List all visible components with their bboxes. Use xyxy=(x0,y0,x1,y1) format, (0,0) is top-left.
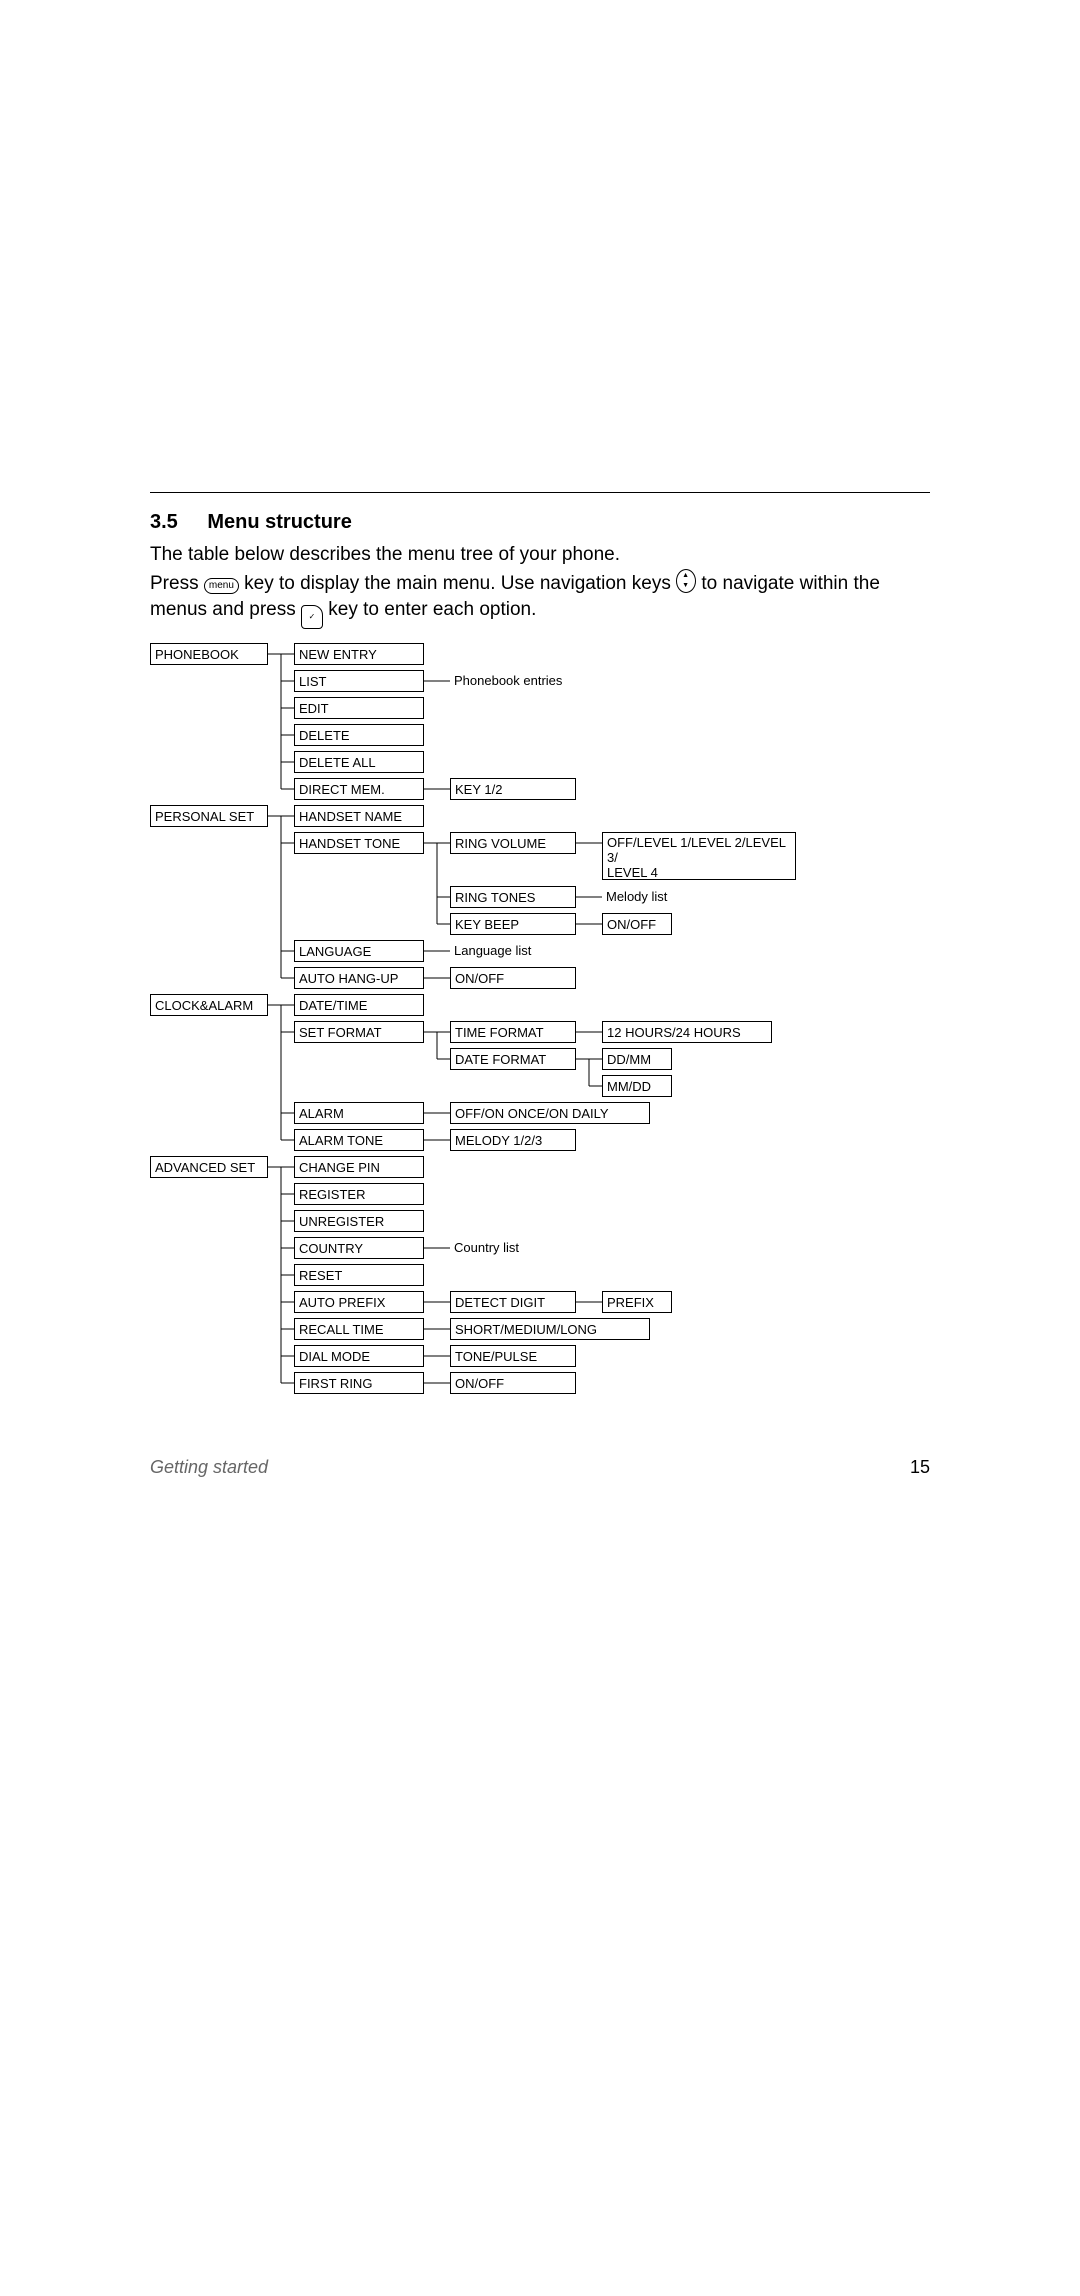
tree-node-mmdd: MM/DD xyxy=(602,1075,672,1097)
tree-node-delete: DELETE xyxy=(294,724,424,746)
tree-node-first-ring: FIRST RING xyxy=(294,1372,424,1394)
nav-key-icon xyxy=(676,569,696,593)
tree-node-melody-list: Melody list xyxy=(602,886,702,908)
tree-node-reset: RESET xyxy=(294,1264,424,1286)
tree-node-personal-set: PERSONAL SET xyxy=(150,805,268,827)
tree-node-kb-onoff: ON/OFF xyxy=(602,913,672,935)
tree-node-key12: KEY 1/2 xyxy=(450,778,576,800)
tree-node-alarm-tone: ALARM TONE xyxy=(294,1129,424,1151)
intro-line2a: Press xyxy=(150,573,204,594)
tree-node-dm-opts: TONE/PULSE xyxy=(450,1345,576,1367)
section-title: Menu structure xyxy=(207,511,351,533)
tree-node-detect-digit: DETECT DIGIT xyxy=(450,1291,576,1313)
tree-node-alarm-opts: OFF/ON ONCE/ON DAILY xyxy=(450,1102,650,1124)
tree-node-dial-mode: DIAL MODE xyxy=(294,1345,424,1367)
tree-node-recall-time: RECALL TIME xyxy=(294,1318,424,1340)
tree-node-change-pin: CHANGE PIN xyxy=(294,1156,424,1178)
tree-node-list: LIST xyxy=(294,670,424,692)
tree-node-new-entry: NEW ENTRY xyxy=(294,643,424,665)
tree-node-unregister: UNREGISTER xyxy=(294,1210,424,1232)
tree-node-ring-tones: RING TONES xyxy=(450,886,576,908)
menu-tree-diagram: PHONEBOOK NEW ENTRY LIST Phonebook entries E… xyxy=(150,643,930,1409)
tree-node-phonebook: PHONEBOOK xyxy=(150,643,268,665)
top-rule xyxy=(150,492,930,493)
intro-line2d: key to enter each option. xyxy=(323,599,536,620)
section-heading: 3.5 Menu structure xyxy=(150,511,930,534)
tree-node-direct-mem: DIRECT MEM. xyxy=(294,778,424,800)
tree-node-tf-opts: 12 HOURS/24 HOURS xyxy=(602,1021,772,1043)
tree-node-set-format: SET FORMAT xyxy=(294,1021,424,1043)
tree-node-handset-name: HANDSET NAME xyxy=(294,805,424,827)
tree-node-ah-onoff: ON/OFF xyxy=(450,967,576,989)
tree-node-ddmm: DD/MM xyxy=(602,1048,672,1070)
tree-node-advanced-set: ADVANCED SET xyxy=(150,1156,268,1178)
tree-node-delete-all: DELETE ALL xyxy=(294,751,424,773)
intro-line2b: key to display the main menu. Use naviga… xyxy=(239,573,676,594)
tree-node-alarm: ALARM xyxy=(294,1102,424,1124)
tree-node-key-beep: KEY BEEP xyxy=(450,913,576,935)
tree-node-date-time: DATE/TIME xyxy=(294,994,424,1016)
tree-node-at-opts: MELODY 1/2/3 xyxy=(450,1129,576,1151)
menu-key-icon: menu xyxy=(204,578,239,594)
tree-node-prefix: PREFIX xyxy=(602,1291,672,1313)
tree-node-pb-entries: Phonebook entries xyxy=(450,670,590,692)
tree-node-date-format: DATE FORMAT xyxy=(450,1048,576,1070)
tree-node-time-format: TIME FORMAT xyxy=(450,1021,576,1043)
tree-node-ring-volume: RING VOLUME xyxy=(450,832,576,854)
tree-node-edit: EDIT xyxy=(294,697,424,719)
intro-line1: The table below describes the menu tree … xyxy=(150,544,620,565)
document-page: 3.5 Menu structure The table below descr… xyxy=(150,492,930,1478)
tree-node-clock-alarm: CLOCK&ALARM xyxy=(150,994,268,1016)
section-number: 3.5 xyxy=(150,511,178,533)
tree-node-fr-onoff: ON/OFF xyxy=(450,1372,576,1394)
tree-node-auto-hangup: AUTO HANG-UP xyxy=(294,967,424,989)
intro-paragraph: The table below describes the menu tree … xyxy=(150,542,930,629)
tree-node-ring-vol-opts: OFF/LEVEL 1/LEVEL 2/LEVEL 3/LEVEL 4 xyxy=(602,832,796,880)
page-footer: Getting started 15 xyxy=(150,1457,930,1478)
tree-node-country: COUNTRY xyxy=(294,1237,424,1259)
footer-page-number: 15 xyxy=(910,1457,930,1478)
tree-node-language: LANGUAGE xyxy=(294,940,424,962)
tree-node-lang-list: Language list xyxy=(450,940,576,962)
tree-node-register: REGISTER xyxy=(294,1183,424,1205)
ok-key-icon: ✓ xyxy=(301,605,323,629)
tree-node-handset-tone: HANDSET TONE xyxy=(294,832,424,854)
footer-section-name: Getting started xyxy=(150,1457,268,1478)
tree-node-auto-prefix: AUTO PREFIX xyxy=(294,1291,424,1313)
tree-node-rt-opts: SHORT/MEDIUM/LONG xyxy=(450,1318,650,1340)
tree-node-country-list: Country list xyxy=(450,1237,576,1259)
